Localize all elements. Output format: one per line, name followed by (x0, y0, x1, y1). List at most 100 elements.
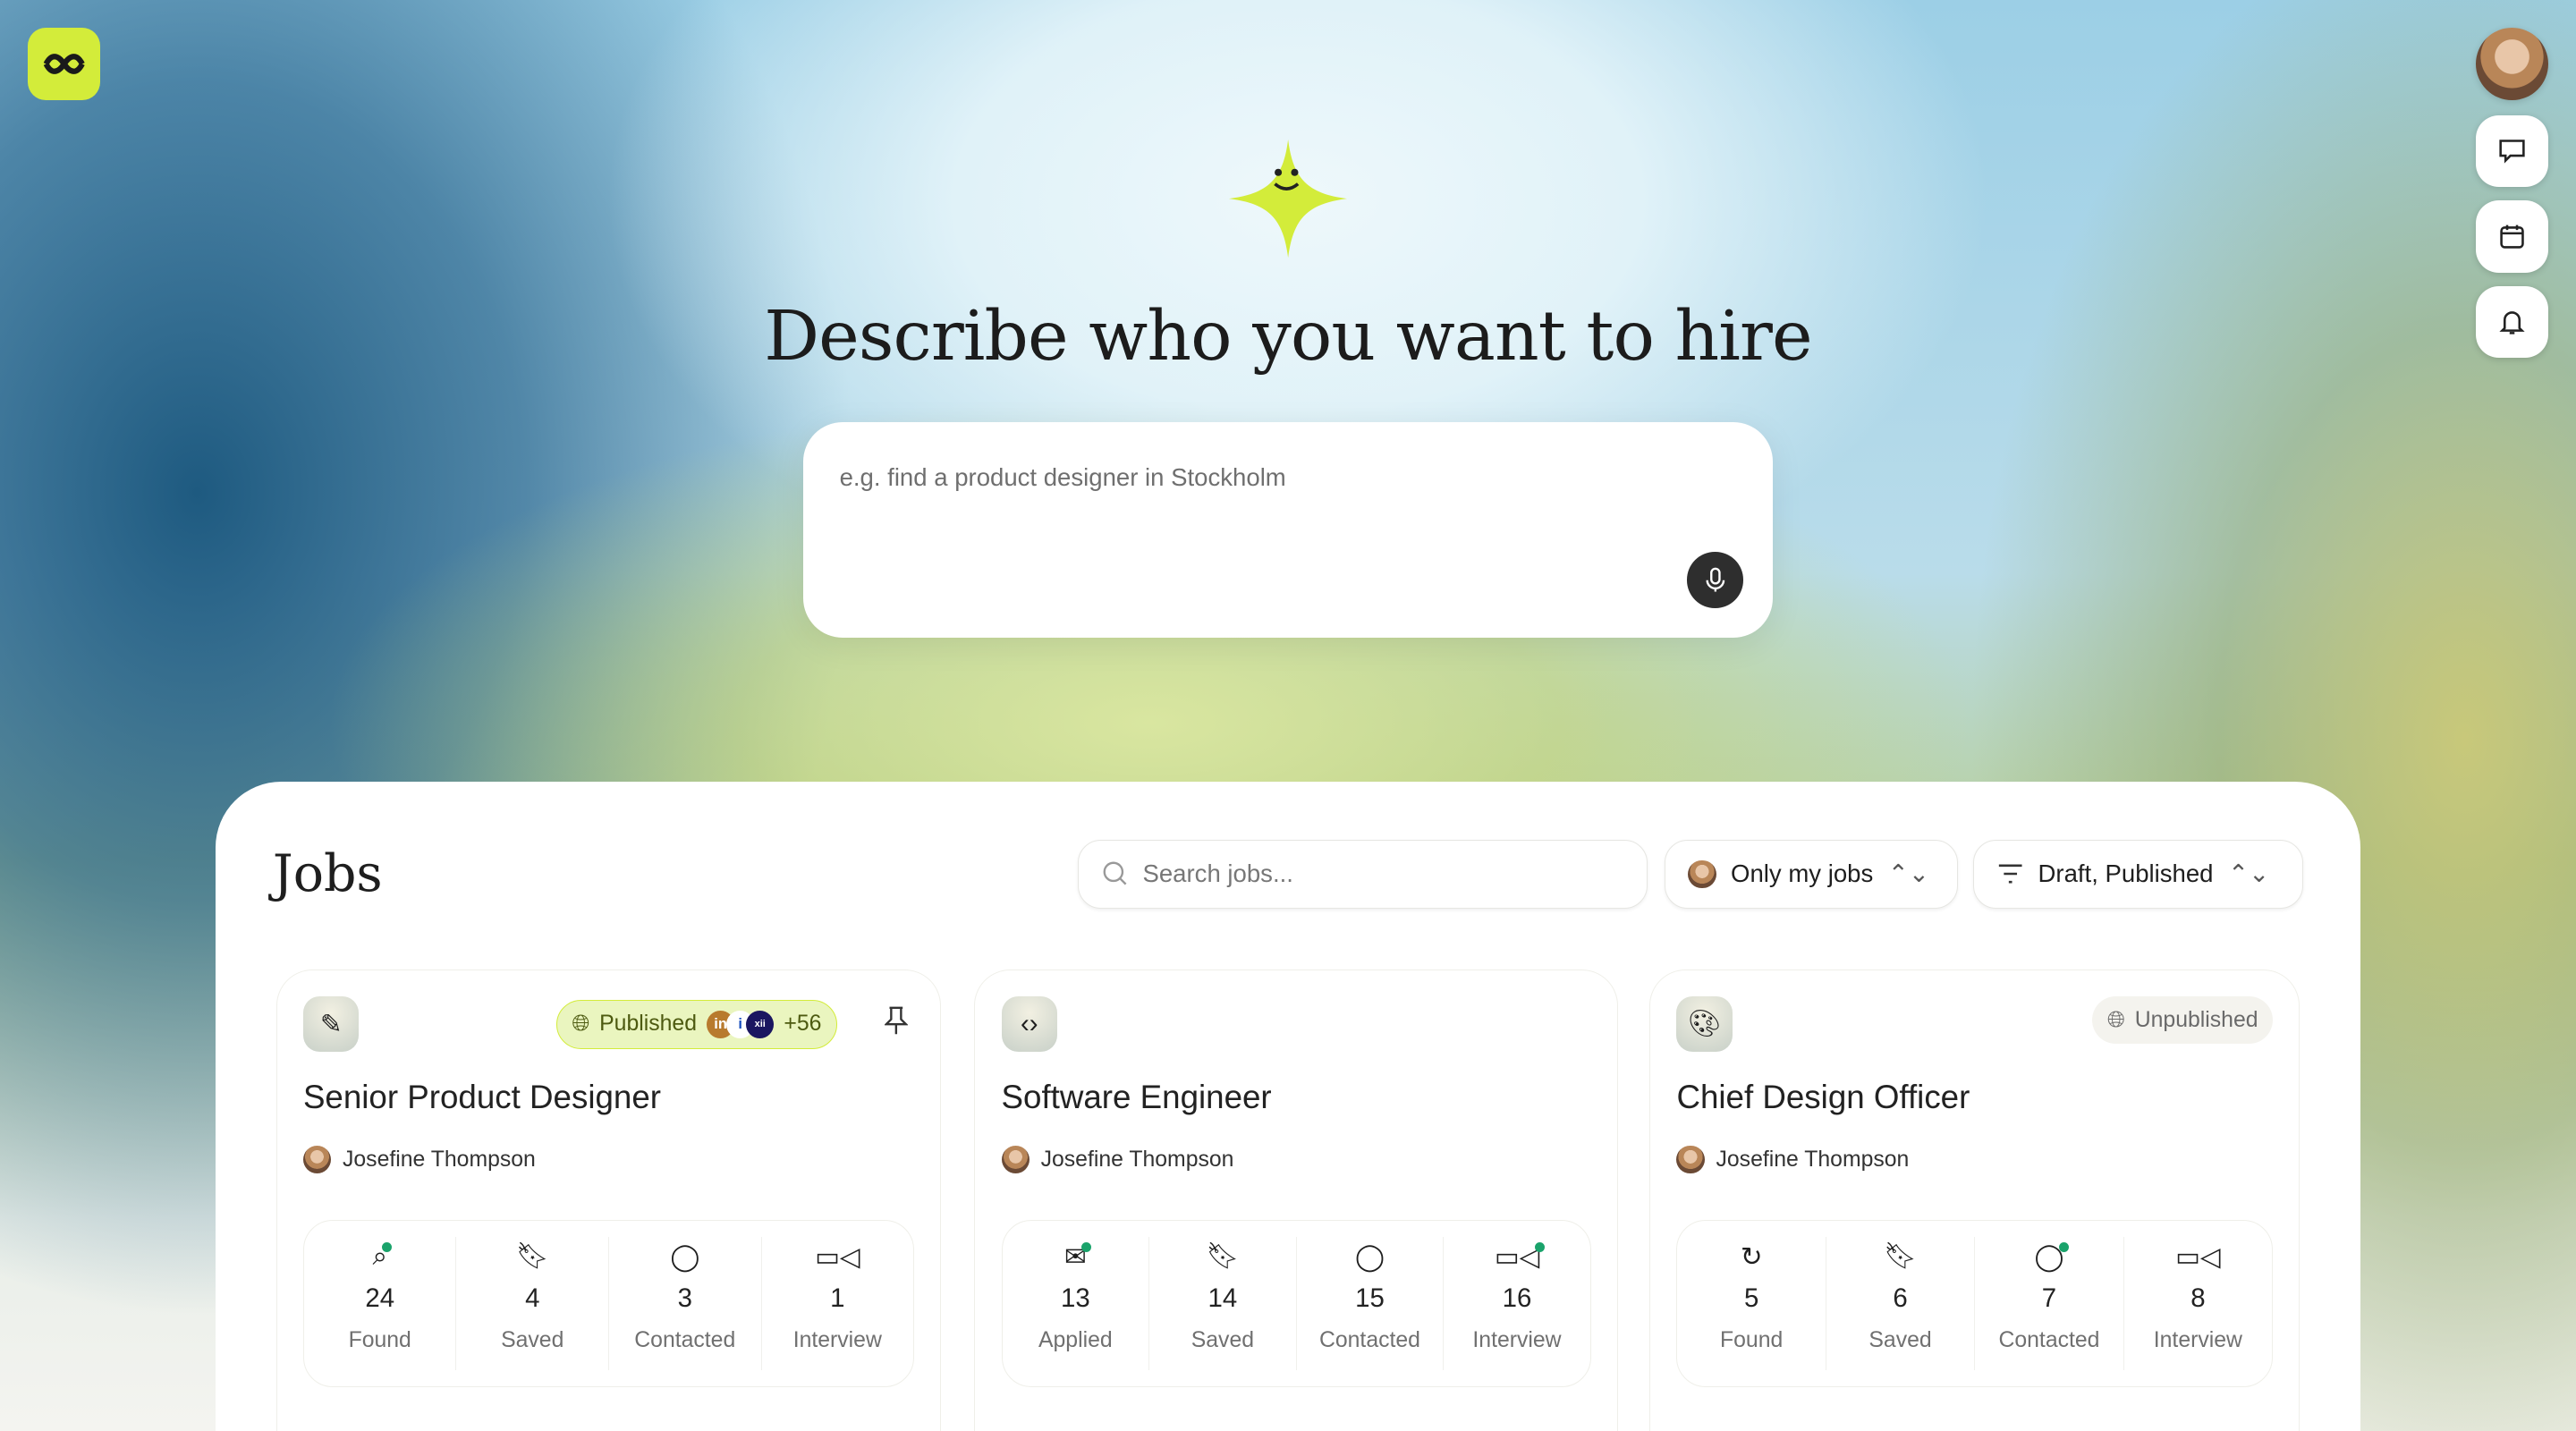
jobs-heading: Jobs (272, 844, 383, 904)
stat-applied[interactable]: ✉︎ 13 Applied (1003, 1237, 1150, 1370)
job-title[interactable]: Senior Product Designer (302, 1078, 661, 1115)
owner-avatar (302, 1146, 332, 1174)
messages-button[interactable] (2475, 114, 2548, 188)
video-icon: ▭◁ (1495, 1237, 1545, 1276)
app-logo[interactable] (28, 28, 101, 101)
stat-found[interactable]: ↻ 5 Found (1677, 1237, 1826, 1370)
chevron-up-down-icon: ⌃⌄ (2228, 859, 2270, 888)
bookmark-icon: 🔖︎ (1206, 1241, 1240, 1272)
microphone-icon (1706, 567, 1724, 592)
chat-bubble-icon: ◯ (2035, 1237, 2069, 1276)
stat-saved[interactable]: 🔖︎ 4 Saved (456, 1237, 609, 1370)
stat-value: 4 (525, 1283, 540, 1313)
source-logos: in i xii (707, 1010, 775, 1038)
palette-icon: 🎨︎ (1676, 996, 1733, 1053)
stat-label: Contacted (634, 1328, 736, 1353)
owner-name: Josefine Thompson (1716, 1147, 1910, 1172)
stat-value: 14 (1208, 1283, 1238, 1313)
status-badge[interactable]: 🌐︎ Published in i xii +56 (555, 999, 837, 1049)
status-badge[interactable]: 🌐︎ Unpublished (2092, 996, 2274, 1045)
stat-interview[interactable]: ▭◁ 1 Interview (762, 1237, 914, 1370)
globe-icon: 🌐︎ (572, 1012, 590, 1037)
hire-prompt-input[interactable]: e.g. find a product designer in Stockhol… (803, 422, 1773, 638)
status-filter-value: Draft, Published (2038, 859, 2214, 888)
owner-filter-value: Only my jobs (1731, 859, 1874, 888)
globe-lock-icon: 🌐︎ (2106, 1007, 2125, 1032)
calendar-icon (2500, 224, 2524, 249)
chat-bubble-icon: ◯ (670, 1241, 700, 1272)
user-avatar[interactable] (2475, 28, 2548, 101)
jobs-panel: Jobs Search jobs... Only my jobs ⌃⌄ Draf… (215, 782, 2361, 1431)
bell-icon (2499, 311, 2525, 335)
more-sources-count: +56 (784, 1012, 822, 1037)
calendar-button[interactable] (2475, 200, 2548, 273)
stat-label: Saved (1868, 1328, 1932, 1353)
owner-avatar (1676, 1146, 1705, 1174)
pipeline-stats: ⌕ 24 Found 🔖︎ 4 Saved ◯ 3 Contacted ▭◁ 1 Intervi… (302, 1219, 915, 1388)
filter-icon (1998, 864, 2022, 884)
stat-value: 1 (830, 1283, 845, 1313)
stat-value: 24 (365, 1283, 395, 1313)
stat-label: Applied (1038, 1328, 1113, 1353)
source-logo: xii (746, 1010, 775, 1038)
job-owner: Josefine Thompson (1676, 1146, 1910, 1174)
owner-avatar (1001, 1146, 1030, 1174)
video-icon: ▭◁ (815, 1241, 860, 1272)
loading-icon: ↻ (1740, 1241, 1763, 1272)
prompt-placeholder: e.g. find a product designer in Stockhol… (839, 462, 1286, 491)
notifications-button[interactable] (2475, 285, 2548, 359)
owner-name: Josefine Thompson (1040, 1147, 1234, 1172)
stat-found[interactable]: ⌕ 24 Found (304, 1237, 457, 1370)
job-title[interactable]: Chief Design Officer (1676, 1078, 1970, 1115)
job-owner: Josefine Thompson (302, 1146, 536, 1174)
search-icon: ⌕ (372, 1237, 393, 1276)
stat-label: Saved (1191, 1328, 1255, 1353)
stat-contacted[interactable]: ◯ 3 Contacted (609, 1237, 762, 1370)
stat-saved[interactable]: 🔖︎ 14 Saved (1149, 1237, 1297, 1370)
status-label: Unpublished (2134, 1007, 2258, 1032)
stat-value: 7 (2041, 1283, 2057, 1313)
job-card[interactable]: 🎨︎ 🌐︎ Unpublished Chief Design Officer Jo… (1649, 969, 2301, 1431)
stat-value: 3 (677, 1283, 692, 1313)
stat-label: Interview (1472, 1328, 1562, 1353)
voice-input-button[interactable] (1687, 552, 1743, 608)
search-jobs-input[interactable]: Search jobs... (1077, 839, 1648, 909)
search-placeholder: Search jobs... (1142, 859, 1293, 888)
stat-saved[interactable]: 🔖︎ 6 Saved (1826, 1237, 1976, 1370)
status-label: Published (599, 1012, 697, 1037)
stat-interview[interactable]: ▭◁ 8 Interview (2124, 1237, 2272, 1370)
paintbrush-icon: ✎ (302, 996, 360, 1053)
code-icon: ‹› (1001, 996, 1057, 1053)
stat-value: 6 (1893, 1283, 1908, 1313)
inbox-icon: ✉︎ (1064, 1237, 1092, 1276)
job-title[interactable]: Software Engineer (1001, 1078, 1272, 1115)
stat-contacted[interactable]: ◯ 7 Contacted (1975, 1237, 2124, 1370)
pipeline-stats: ↻ 5 Found 🔖︎ 6 Saved ◯ 7 Contacted ▭◁ 8 Intervie… (1676, 1219, 2274, 1388)
chat-icon (2499, 140, 2525, 165)
bookmark-icon: 🔖︎ (1883, 1241, 1918, 1272)
logo-icon (43, 54, 85, 74)
stat-label: Interview (2153, 1328, 2242, 1353)
job-card[interactable]: ‹› Software Engineer Josefine Thompson ✉… (974, 969, 1619, 1431)
job-card[interactable]: ✎ 🌐︎ Published in i xii +56 Senior Product… (275, 969, 942, 1431)
stat-label: Found (348, 1328, 411, 1353)
stat-label: Contacted (1998, 1328, 2100, 1353)
status-filter-select[interactable]: Draft, Published ⌃⌄ (1972, 839, 2304, 909)
owner-filter-select[interactable]: Only my jobs ⌃⌄ (1664, 839, 1959, 909)
sparkle-mascot-icon (1228, 140, 1348, 258)
pin-icon[interactable] (883, 1006, 909, 1043)
stat-contacted[interactable]: ◯ 15 Contacted (1297, 1237, 1445, 1370)
stat-value: 15 (1355, 1283, 1385, 1313)
video-icon: ▭◁ (2175, 1241, 2221, 1272)
stat-value: 8 (2190, 1283, 2206, 1313)
stat-label: Interview (792, 1328, 882, 1353)
stat-value: 16 (1502, 1283, 1532, 1313)
stat-interview[interactable]: ▭◁ 16 Interview (1444, 1237, 1590, 1370)
stat-label: Found (1720, 1328, 1784, 1353)
pipeline-stats: ✉︎ 13 Applied 🔖︎ 14 Saved ◯ 15 Contacted ▭◁ 16 I… (1001, 1219, 1591, 1388)
chat-bubble-icon: ◯ (1355, 1241, 1385, 1272)
job-owner: Josefine Thompson (1001, 1146, 1234, 1174)
page-title: Describe who you want to hire (764, 295, 1812, 377)
stat-value: 5 (1743, 1283, 1759, 1313)
